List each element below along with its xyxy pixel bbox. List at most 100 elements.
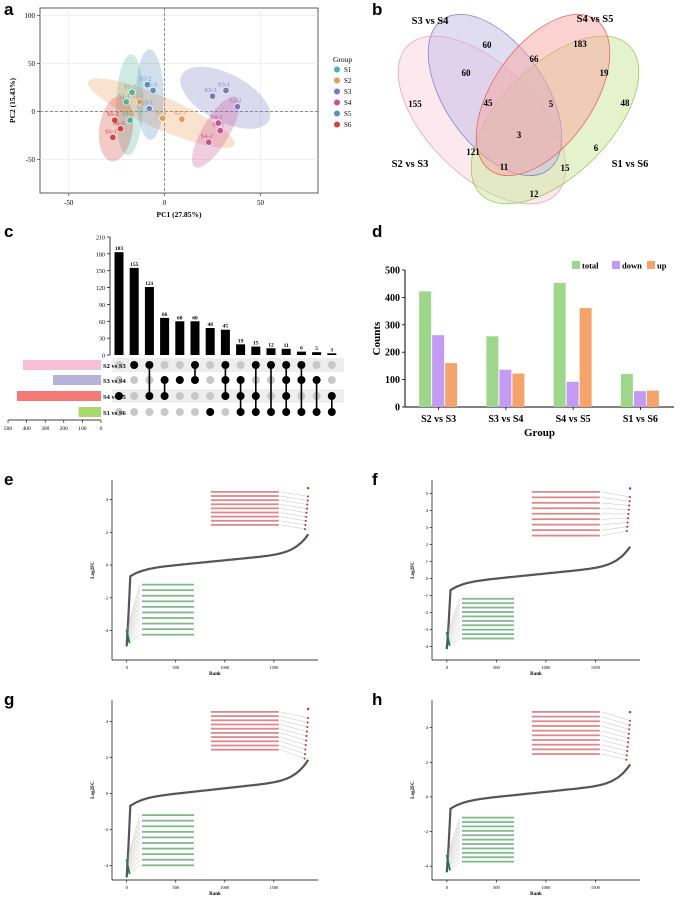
g-top-leader [280, 745, 306, 755]
g-top-label-text [210, 736, 279, 738]
pca-point-label: S2-1 [155, 109, 167, 116]
upset-matrix-dot [206, 376, 215, 384]
g-y-tick-label: -4 [104, 863, 108, 868]
upset-set-tick-label: 400 [22, 426, 31, 432]
f-top-leader [601, 522, 628, 525]
upset-y-tick-label: 60 [99, 320, 105, 326]
g-x-tick-label: 0 [126, 885, 129, 890]
g-top-label-text [210, 715, 279, 717]
d-bar-down [566, 381, 579, 407]
pca-point [136, 98, 144, 106]
upset-set-tick-label: 500 [4, 426, 13, 432]
g-top-marker [304, 748, 307, 751]
e-bottom-label-text [142, 594, 194, 597]
h-top-leader [601, 754, 627, 760]
f-top-label-text [531, 501, 600, 504]
upset-matrix-dot [312, 361, 321, 369]
e-y-tick-label: 4 [106, 497, 109, 502]
upset-matrix-dot [327, 376, 336, 384]
pca-legend-swatch [334, 99, 340, 106]
pca-point-label: S4-2 [201, 133, 213, 140]
bar-chart-d: 500 400 300 200 100 0 S2 vs S3 S3 vs S4 S4 vs S5… [371, 261, 674, 439]
h-bottom-leader [448, 844, 461, 865]
f-y-tick-label: -1 [424, 593, 428, 598]
e-bottom-marker [128, 641, 131, 644]
pca-y-axis-label: PC2 (15.43%) [8, 78, 17, 123]
g-bottom-leader [126, 820, 141, 862]
h-y-tick-label: 2 [426, 760, 428, 765]
h-top-marker [628, 719, 631, 722]
d-x-tick-label: S1 vs S6 [623, 414, 658, 425]
panel-letter-a: a [4, 0, 14, 19]
f-y-axis-label: Log2FC [411, 561, 416, 579]
e-top-leader [280, 520, 306, 526]
e-top-label-text [210, 519, 279, 522]
g-top-marker [305, 735, 308, 737]
h-top-label-text [531, 729, 600, 732]
e-bottom-label-text [142, 633, 194, 636]
g-y-axis-label: Log2FC [91, 781, 96, 799]
h-bottom-leader [446, 817, 461, 856]
g-bottom-leader [128, 848, 141, 869]
h-top-marker [625, 754, 628, 757]
e-bottom-leader [126, 584, 141, 631]
f-top-marker [627, 508, 630, 511]
f-top-marker [628, 504, 631, 507]
f-bottom-label-text [462, 628, 514, 631]
f-top-leader [601, 526, 628, 531]
upset-bar-label: 6 [300, 346, 303, 352]
d-bar-up [646, 390, 659, 407]
e-top-label-text [210, 507, 279, 510]
panel-letter-h: h [372, 690, 383, 709]
h-bottom-leader [447, 830, 461, 860]
f-bottom-label-text [462, 637, 514, 640]
g-bottom-label-text [142, 830, 194, 833]
f-top-label-text [531, 518, 600, 521]
f-y-tick-label: -2 [424, 610, 428, 615]
upset-matrix-dot [221, 408, 230, 416]
f-top-marker [627, 517, 630, 520]
e-bottom-leader [127, 601, 141, 635]
pca-legend-label: S4 [344, 99, 352, 107]
d-x-axis-label: Group [524, 427, 555, 439]
upset-bar [144, 287, 154, 355]
upset-bar-label: 155 [130, 262, 139, 268]
e-top-marker [305, 511, 308, 514]
d-bar-total [553, 282, 566, 407]
h-y-axis-label: Log2FC [411, 781, 416, 799]
g-top-leader [280, 724, 307, 732]
e-top-label-text [210, 495, 279, 497]
f-top-marker [626, 525, 629, 528]
h-y-tick-label: -4 [424, 864, 428, 869]
e-top-leader [280, 491, 309, 497]
g-y-tick-label: 4 [106, 719, 109, 724]
f-y-tick-label: 3 [426, 525, 429, 530]
g-top-leader [280, 711, 309, 719]
pca-point [122, 98, 130, 106]
d-bar-up [512, 373, 525, 407]
upset-set-tick-label: 0 [100, 426, 103, 432]
g-top-leader [280, 732, 307, 741]
upset-bar [114, 252, 124, 355]
pca-legend-swatch [334, 77, 340, 84]
upset-bar [266, 348, 276, 355]
upset-matrix-dot [175, 376, 184, 384]
d-legend-label: up [657, 261, 667, 271]
h-top-label-text [531, 711, 600, 713]
upset-matrix-dot [130, 376, 139, 384]
pca-ytick-label: 50 [28, 60, 36, 68]
f-bottom-leader [447, 612, 461, 637]
upset-bar [281, 348, 291, 355]
d-bar-down [432, 335, 445, 407]
pca-ytick-label: 100 [25, 12, 36, 20]
upset-bar [312, 352, 322, 355]
g-top-label-text [210, 711, 279, 713]
g-bottom-leader [126, 815, 141, 861]
g-bottom-label-text [142, 847, 194, 850]
pca-point [111, 116, 119, 124]
upset-y-tick-label: 210 [96, 236, 105, 242]
e-top-marker [303, 528, 306, 531]
h-bottom-leader [449, 852, 461, 867]
upset-matrix-dot [175, 392, 184, 400]
g-top-marker [303, 753, 306, 755]
